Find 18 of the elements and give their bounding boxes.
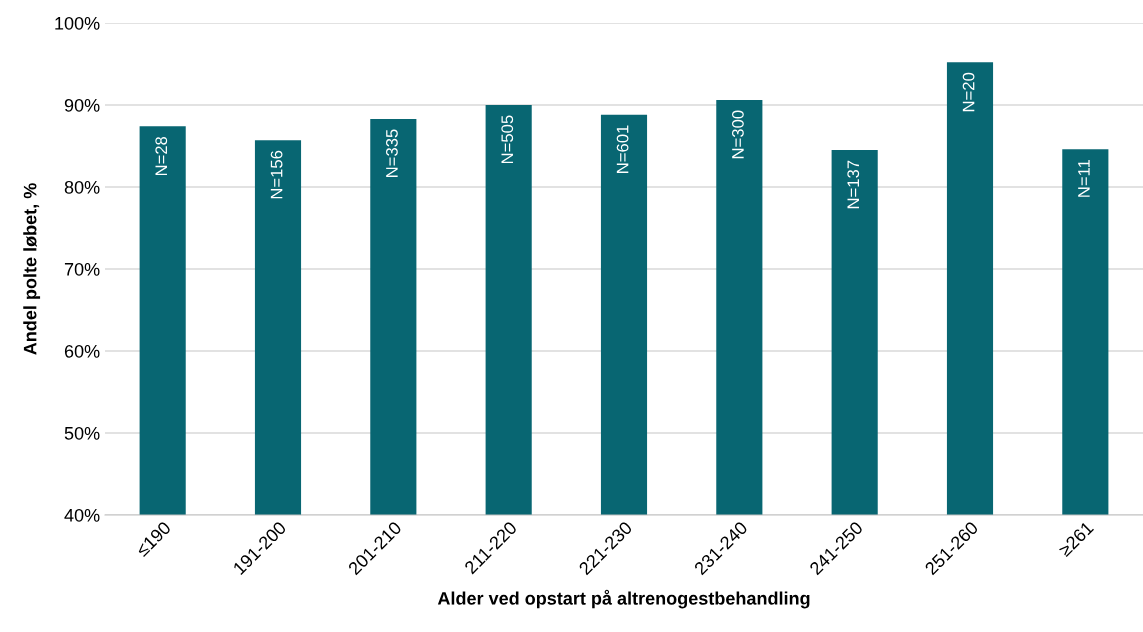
annotation: N=601 [616,125,629,173]
y-tick-label: 100% [55,16,100,30]
y-tick-label: 70% [64,262,100,276]
annotation: N=156 [270,150,283,199]
annotation: N=505 [501,115,514,164]
y-tick-label: 80% [64,180,100,194]
annotation: N=300 [732,110,744,159]
annotation: N=20 [962,72,975,112]
annotation: N=11 [1078,159,1090,197]
annotation: N=137 [847,160,860,209]
y-tick-label: 90% [64,98,100,112]
x-axis-title: Alder ved opstart på altrenogestbehandling [437,589,810,609]
annotation: N=28 [155,136,168,176]
y-tick-label: 40% [64,508,100,522]
y-tick-label: 50% [64,426,100,440]
y-tick-label: 60% [64,344,100,358]
annotation: N=335 [386,129,398,177]
y-axis-title: Andel polte løbet, % [23,183,41,355]
